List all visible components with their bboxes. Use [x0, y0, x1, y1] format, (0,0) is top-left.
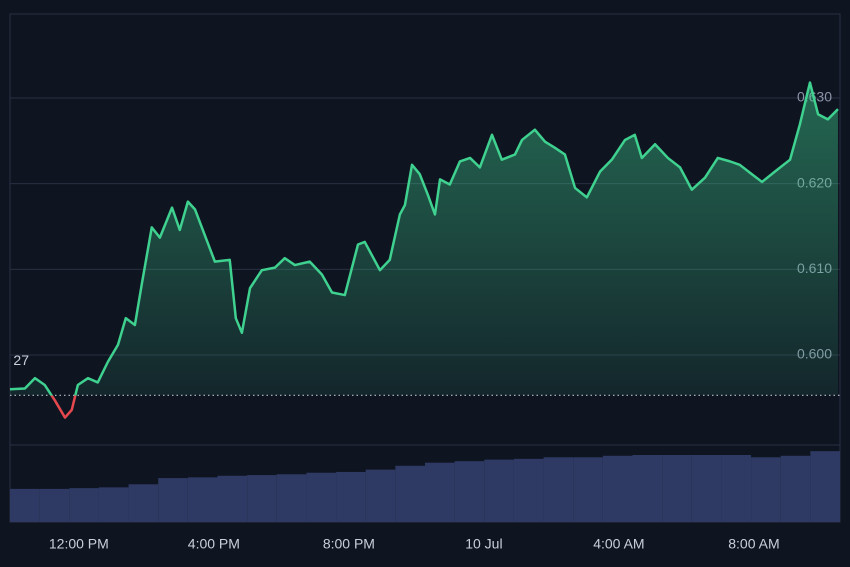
volume-bar [69, 488, 99, 522]
volume-bar [691, 455, 722, 522]
x-tick-label: 10 Jul [465, 536, 502, 552]
area-fill [10, 82, 838, 396]
volume-bar [662, 455, 692, 522]
price-line [9, 81, 839, 419]
volume-bar [158, 478, 188, 522]
x-tick-label: 8:00 AM [728, 536, 779, 552]
volume-bar [602, 455, 633, 522]
volume-bar [395, 465, 425, 522]
volume-bar [454, 461, 485, 522]
x-tick-label: 4:00 PM [188, 536, 240, 552]
volume-bar [10, 488, 40, 522]
volume-bar [751, 457, 781, 522]
volume-bar [217, 475, 248, 522]
volume-bar [128, 484, 159, 522]
volume-bar [306, 472, 337, 522]
volume-bar [513, 458, 544, 522]
volume-bar [247, 475, 277, 522]
volume-bar [98, 487, 129, 522]
volume-bar [632, 455, 663, 522]
x-tick-label: 12:00 PM [49, 536, 109, 552]
volume-bar [365, 469, 396, 522]
x-tick-label: 8:00 PM [323, 536, 375, 552]
volume-bar [187, 477, 218, 522]
volume-bar [484, 459, 514, 522]
volume-bar [425, 462, 455, 522]
volume-bar [39, 488, 70, 522]
volume-bar [543, 457, 574, 522]
baseline-label: 27 [13, 352, 29, 368]
volume-bar [780, 455, 811, 522]
volume-bar [721, 455, 752, 522]
volume-bar [810, 451, 840, 522]
x-tick-label: 4:00 AM [593, 536, 644, 552]
volume-bar [573, 457, 603, 522]
volume-bar [276, 474, 307, 522]
volume-bar [336, 471, 366, 522]
